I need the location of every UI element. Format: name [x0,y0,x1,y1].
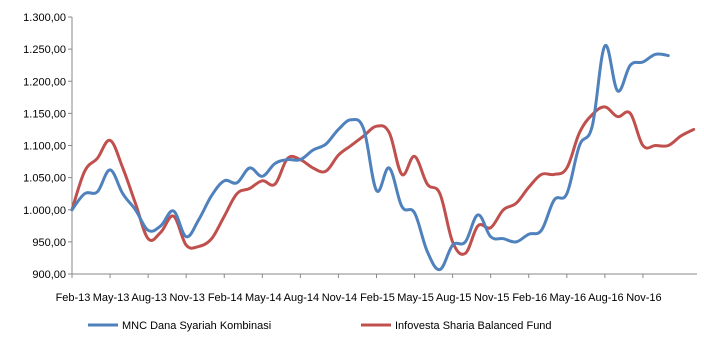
y-tick-label: 950,00 [32,237,66,249]
series-line-infovesta [70,105,696,256]
x-tick-label: Feb-13 [56,292,91,304]
x-tick-label: Nov-15 [474,292,509,304]
x-tick-label: May-16 [549,292,586,304]
y-axis: 900,00 950,00 1.000,00 1.050,00 1.100,00 1.15… [23,12,73,281]
series-line-mnc [70,44,670,272]
x-tick-label: Aug-13 [131,292,166,304]
x-tick-label: Feb-14 [208,292,243,304]
x-tick-label: Aug-15 [436,292,471,304]
legend-label-infovesta: Infovesta Sharia Balanced Fund [395,320,552,332]
x-tick-label: Aug-14 [284,292,319,304]
y-tick-label: 1.200,00 [23,76,66,88]
series-lines [70,44,696,272]
x-tick-label: Feb-15 [360,292,395,304]
x-tick-label: Feb-16 [512,292,547,304]
y-tick-label: 1.300,00 [23,12,66,24]
y-tick-label: 1.050,00 [23,173,66,185]
y-tick-label: 1.150,00 [23,108,66,120]
legend-label-mnc: MNC Dana Syariah Kombinasi [122,320,271,332]
x-tick-label: Nov-13 [169,292,204,304]
y-tick-label: 1.000,00 [23,205,66,217]
x-axis: Feb-13 May-13 Aug-13 Nov-13 Feb-14 May-14 Aug-… [56,273,697,304]
x-tick-label: May-15 [397,292,434,304]
x-tick-label: Nov-14 [322,292,357,304]
y-tick-label: 1.250,00 [23,44,66,56]
x-tick-label: Aug-16 [588,292,623,304]
legend: MNC Dana Syariah Kombinasi Infovesta Sha… [88,320,552,332]
x-tick-label: Nov-16 [626,292,661,304]
x-tick-label: May-14 [245,292,282,304]
x-tick-label: May-13 [93,292,130,304]
y-tick-label: 1.100,00 [23,141,66,153]
y-tick-label: 900,00 [32,269,66,281]
